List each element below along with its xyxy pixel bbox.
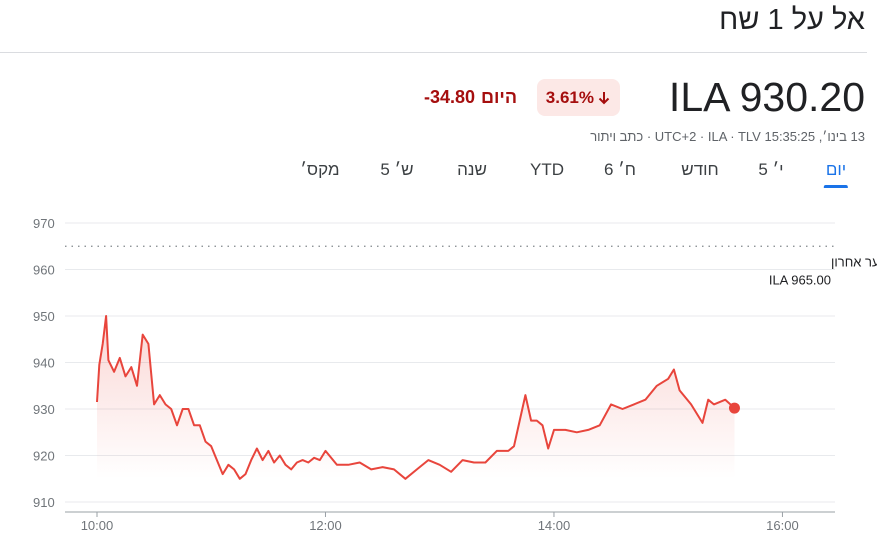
down-arrow — [598, 91, 610, 104]
y-tick-label: 960 — [33, 263, 55, 278]
tab[interactable]: מקס׳ — [300, 160, 340, 179]
change-badge: 3.61% — [536, 79, 620, 116]
x-tick-label: 12:00 — [309, 518, 342, 533]
reference-label: ILA 965.00 — [769, 272, 831, 287]
change-percent: 3.61% — [545, 87, 594, 107]
change-period: היום — [481, 87, 517, 107]
meta: 13 בינו׳, 15:35:25 UTC+2 · ILA · TLV · כ… — [590, 129, 865, 144]
area-fill — [96, 316, 735, 479]
y-tick-label: 920 — [33, 449, 55, 464]
tab[interactable]: 6 ח׳ — [604, 160, 636, 179]
y-tick-label: 970 — [33, 216, 55, 231]
tab[interactable]: חודש — [681, 160, 719, 179]
tab[interactable]: 5 ש׳ — [380, 160, 414, 179]
y-tick-label: 930 — [33, 402, 55, 417]
tab-indicator — [823, 185, 849, 188]
tab[interactable]: שנה — [457, 160, 487, 179]
y-tick-label: 950 — [33, 309, 55, 324]
reference-name: שער אחרון — [831, 254, 877, 269]
last-point — [728, 402, 740, 414]
y-tick-label: 910 — [33, 495, 55, 510]
title: אל על 1 שח — [719, 4, 865, 36]
tab[interactable]: יום — [823, 160, 849, 188]
tab[interactable]: YTD — [530, 160, 564, 179]
x-tick-label: 10:00 — [81, 518, 114, 533]
change-absolute: -34.80 — [423, 87, 475, 107]
tab[interactable]: 5 י׳ — [758, 160, 784, 179]
change: -34.80 היום — [424, 87, 517, 108]
x-tick-label: 14:00 — [538, 518, 571, 533]
x-tick-label: 16:00 — [766, 518, 799, 533]
divider — [0, 52, 867, 53]
price: ILA 930.20 — [668, 74, 865, 120]
price-line — [96, 315, 736, 480]
y-tick-label: 940 — [33, 356, 55, 371]
